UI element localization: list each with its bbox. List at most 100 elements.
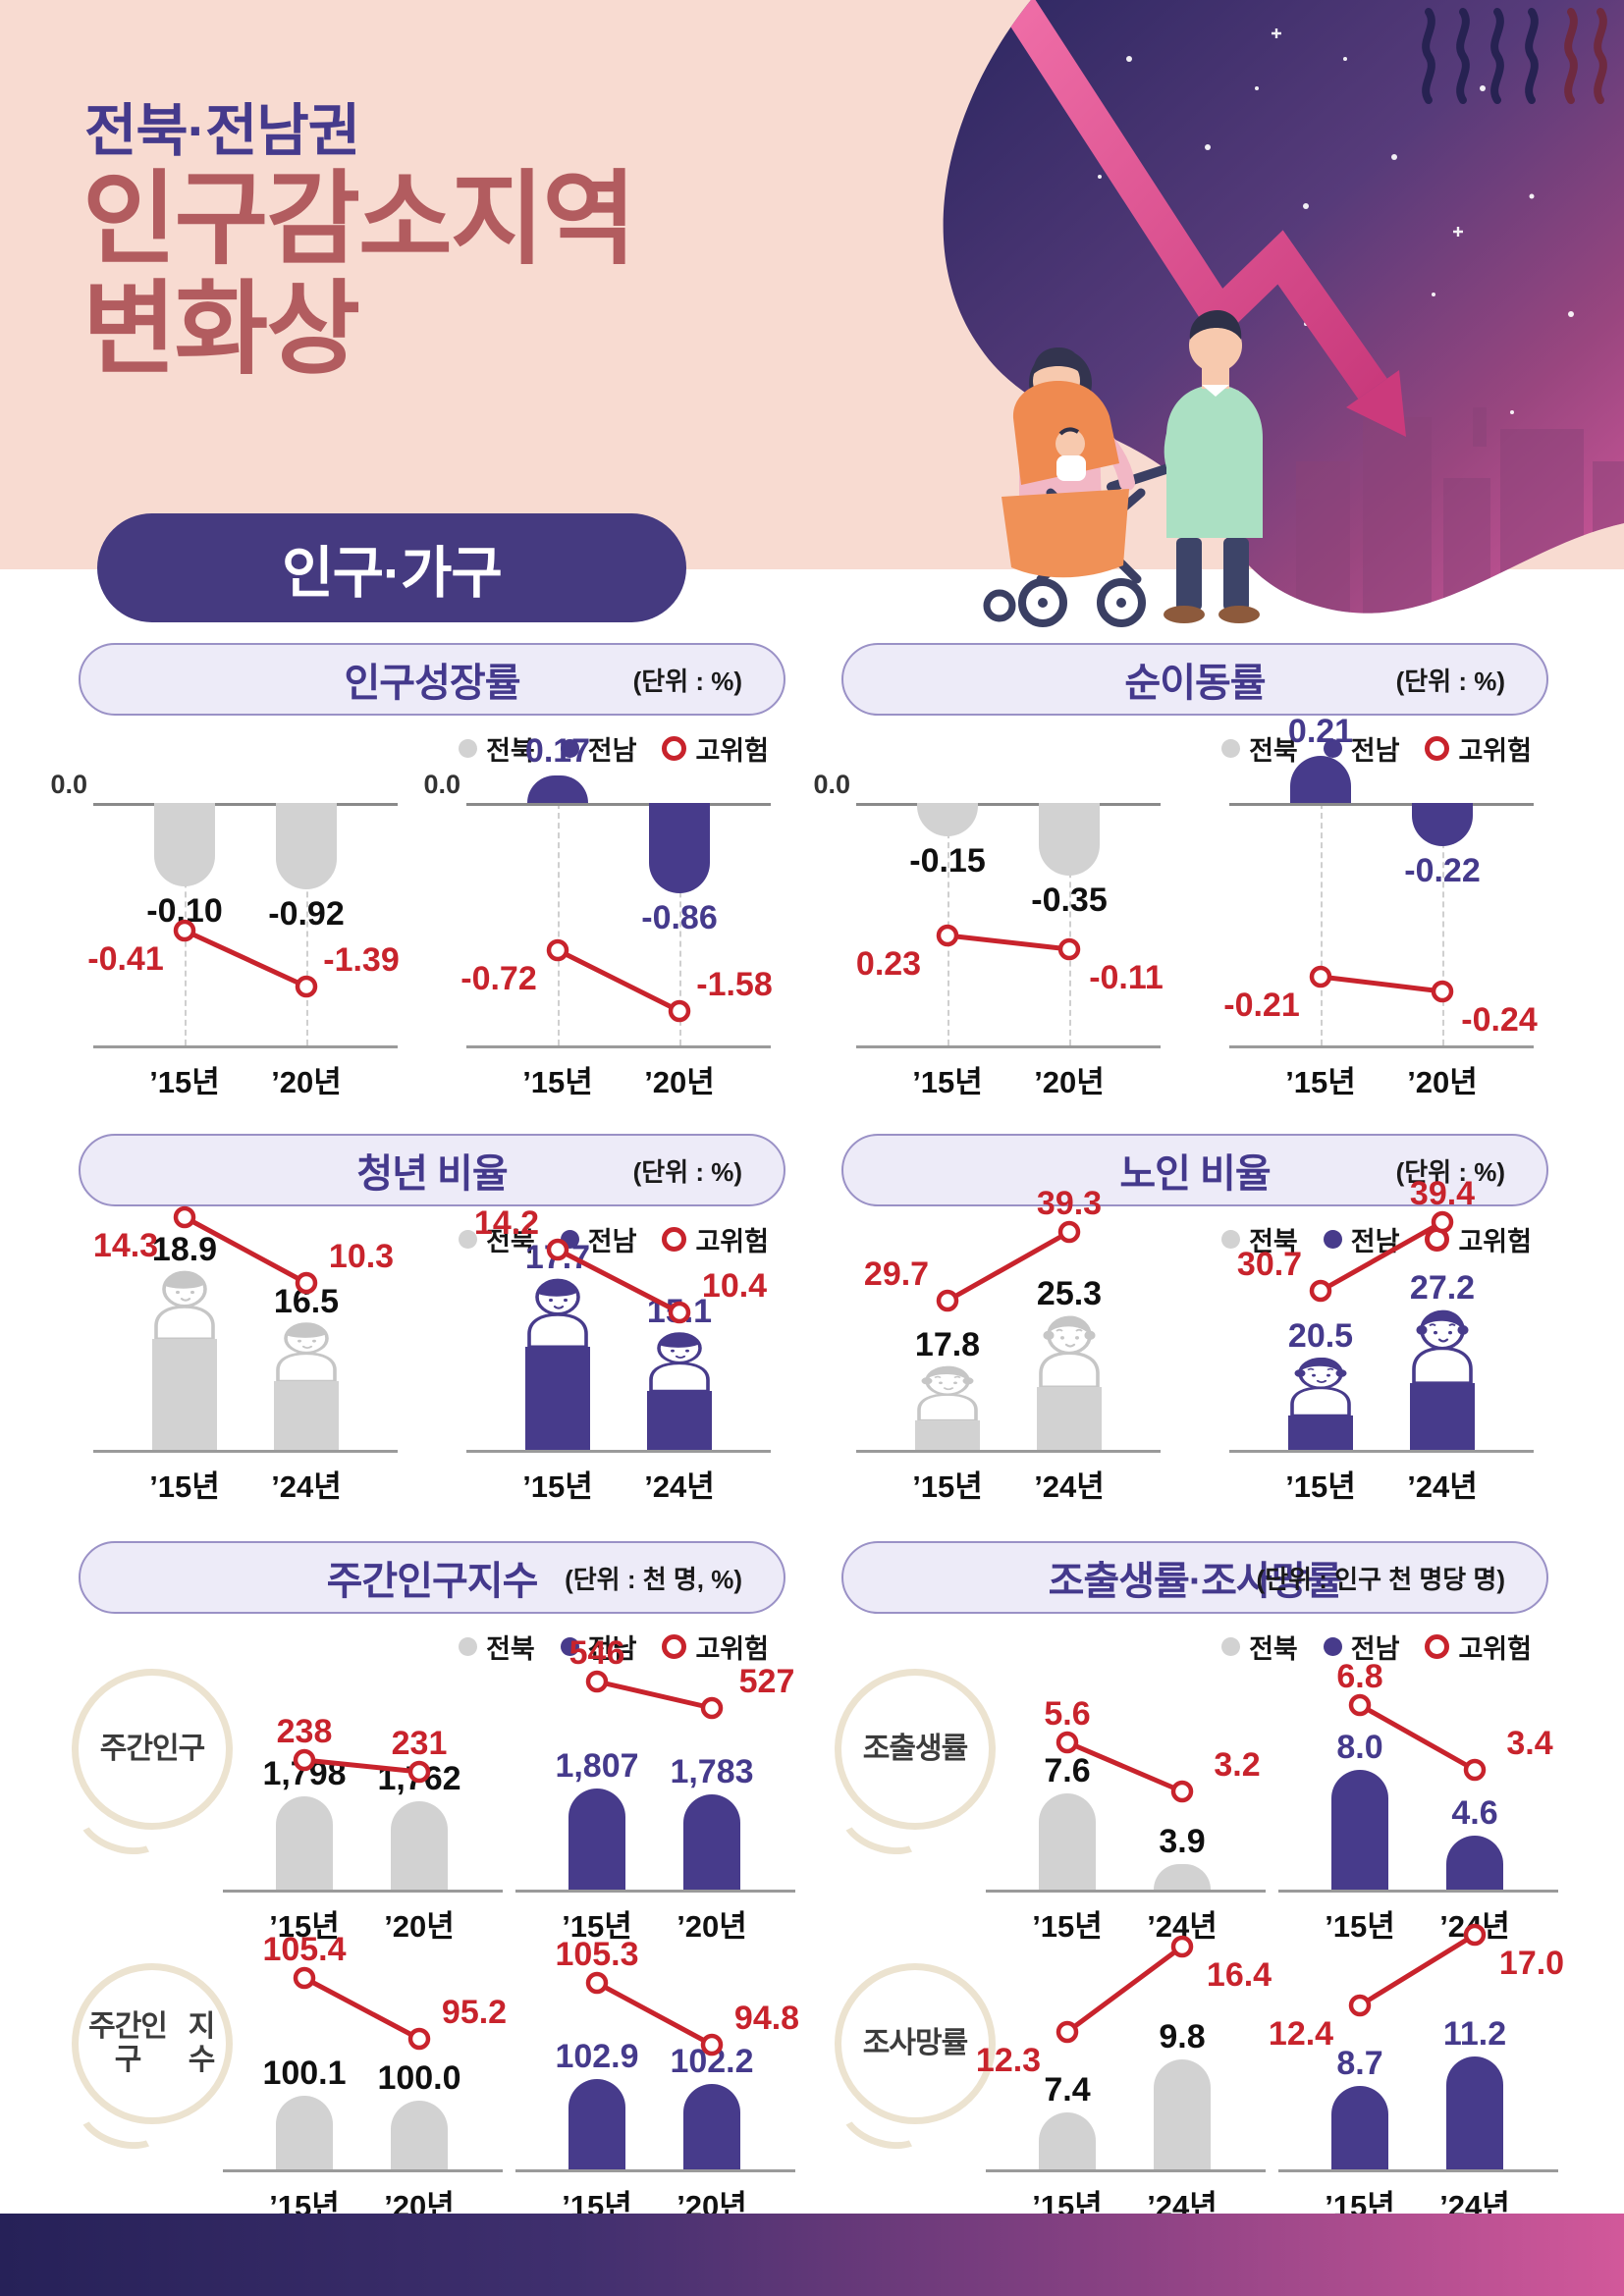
metric-bubble-주간인구지수: 주간인구 지수 [72, 1963, 233, 2124]
risk-value-label: 14.2 [473, 1204, 540, 1242]
legend-label: 전남 [1350, 1634, 1400, 1664]
legend-item-1: 전남 [1323, 1628, 1400, 1666]
x-axis [466, 1045, 771, 1048]
legend-label: 전남 [1350, 736, 1400, 766]
risk-value-label: 231 [391, 1725, 448, 1762]
risk-point-icon [585, 1670, 609, 1693]
risk-value-label: 14.3 [92, 1227, 159, 1264]
risk-trend-line [546, 938, 691, 1023]
bar-value-label: 25.3 [1036, 1275, 1103, 1312]
legend-item-2: 고위험 [662, 729, 769, 768]
risk-trend-line [293, 1966, 431, 2051]
section-elderly-ratio: 노인 비율 (단위 : %) 전북 전남 고위험 ’15년 ’24년 17.8 25.3 29.7… [817, 1134, 1573, 1541]
risk-point-icon [1431, 1210, 1454, 1234]
risk-point-icon [1309, 1279, 1332, 1303]
bar-value-label: 3.9 [1159, 1823, 1206, 1860]
bar-value-label: 0.21 [1287, 713, 1354, 750]
hero-illustration [943, 0, 1624, 627]
section-youth-ratio: 청년 비율 (단위 : %) 전북 전남 고위험 ’15년 ’24년 18.9 16.5 14.3… [54, 1134, 810, 1541]
x-axis [93, 1045, 398, 1048]
section-header-pill: 주간인구지수 (단위 : 천 명, %) [79, 1541, 785, 1614]
youth-person-icon [276, 1322, 337, 1383]
legend-ring-icon [662, 736, 687, 761]
legend-label: 고위험 [695, 1634, 769, 1664]
bar-jeonbuk-0 [276, 2096, 333, 2169]
section-birth-death-rate: 조출생률·조사망률 (단위 : 인구 천 명당 명) 전북 전남 고위험 조출생률 ’15년… [817, 1541, 1573, 2228]
legend-label: 전북 [486, 1227, 535, 1256]
zero-baseline [856, 803, 1161, 806]
category-badge: 인구·가구 [97, 513, 686, 622]
section-unit: (단위 : 천 명, %) [565, 1564, 742, 1594]
person-icon-wrap [152, 1268, 217, 1341]
legend-item-0: 전북 [1221, 729, 1298, 768]
page-title: 인구감소지역 변화상 [82, 165, 636, 388]
bar-jeonbuk-0 [276, 1796, 333, 1890]
bar-value-label: 102.9 [555, 2038, 639, 2075]
x-axis [93, 1450, 398, 1453]
bar-value-label: 7.4 [1044, 2071, 1091, 2109]
legend-item-0: 전북 [1221, 1628, 1298, 1666]
bar-value-label: -0.35 [1031, 881, 1108, 919]
section-header-pill: 순이동률 (단위 : %) [841, 643, 1548, 716]
risk-point-icon [700, 2033, 724, 2056]
legend-item-1: 전남 [560, 729, 636, 768]
legend-label: 고위험 [695, 736, 769, 766]
risk-point-icon [407, 2027, 431, 2051]
legend-ring-icon [662, 1634, 687, 1659]
bar-value-label: 11.2 [1442, 2015, 1507, 2053]
risk-point-icon [936, 924, 959, 947]
risk-trend-line [546, 1238, 691, 1324]
risk-point-icon [700, 1696, 724, 1720]
risk-value-label: 39.3 [1036, 1185, 1103, 1222]
bar-jeonnam-1 [1410, 1383, 1475, 1450]
legend-item-0: 전북 [459, 1628, 535, 1666]
legend-label: 전남 [587, 1227, 637, 1256]
legend-dot-icon [1323, 1637, 1342, 1656]
risk-point-icon [1309, 965, 1332, 988]
risk-point-icon [1170, 1935, 1194, 1958]
x-axis [1278, 1890, 1558, 1893]
risk-trend-line [585, 1670, 724, 1720]
bar-jeonbuk-1 [276, 803, 337, 889]
section-net-migration: 순이동률 (단위 : %) 전북 전남 고위험 ’15년 ’20년 0.0 -0.15 -0.35… [813, 643, 1573, 1124]
decline-arrow-icon [994, 0, 1406, 437]
risk-trend-line [1056, 1935, 1194, 2044]
subchart-birth-death-rate-jeonbuk: ’15년 ’24년 7.6 3.9 5.6 3.2 [986, 1634, 1266, 1944]
risk-point-icon [1056, 1731, 1079, 1754]
risk-value-label: 105.4 [262, 1931, 347, 1968]
bar-jeonbuk-1 [391, 2101, 448, 2169]
bar-value-label: 1,783 [670, 1753, 754, 1790]
legend-dot-icon [560, 1637, 579, 1656]
bar-value-label: 7.6 [1044, 1752, 1091, 1789]
legend-label: 고위험 [1458, 1634, 1532, 1664]
risk-point-icon [1463, 1758, 1487, 1782]
legend-dot-icon [459, 1230, 478, 1249]
person-icon-wrap [274, 1320, 339, 1383]
risk-trend-line [173, 1205, 318, 1295]
subchart-birth-death-rate-jeonnam: ’15년 ’24년 8.7 11.2 12.4 17.0 [1269, 1923, 1564, 2223]
bar-jeonnam-1 [647, 1391, 712, 1450]
risk-value-label: 3.4 [1506, 1725, 1553, 1762]
legend-label: 전북 [1249, 1634, 1298, 1664]
bar-jeonnam-1 [1446, 2056, 1503, 2169]
category-label: ’20년 [271, 1065, 342, 1099]
legend: 전북 전남 고위험 [1221, 1220, 1532, 1258]
risk-point-icon [173, 919, 196, 942]
bar-jeonnam-1 [683, 1794, 740, 1890]
section-title: 주간인구지수 [326, 1560, 539, 1603]
section-unit: (단위 : %) [1395, 1156, 1505, 1187]
subchart-elderly-ratio-jeonnam: ’15년 ’24년 20.5 27.2 30.7 39.4 [1229, 1177, 1534, 1504]
section-header-pill: 청년 비율 (단위 : %) [79, 1134, 785, 1206]
risk-value-label: -1.39 [323, 941, 400, 979]
elder-person-icon [1290, 1357, 1351, 1417]
x-axis [223, 1890, 503, 1893]
bar-value-label: 20.5 [1287, 1317, 1354, 1355]
section-daytime-population-index: 주간인구지수 (단위 : 천 명, %) 전북 전남 고위험 주간인구 ’15년 ’20년 1,… [54, 1541, 810, 2228]
page-title-line2: 변화상 [82, 273, 360, 388]
legend-label: 전남 [587, 1634, 637, 1664]
risk-point-icon [293, 1966, 316, 1990]
category-label: ’15년 [1285, 1065, 1356, 1099]
risk-value-label: 105.3 [555, 1936, 639, 1973]
risk-point-icon [173, 1205, 196, 1229]
